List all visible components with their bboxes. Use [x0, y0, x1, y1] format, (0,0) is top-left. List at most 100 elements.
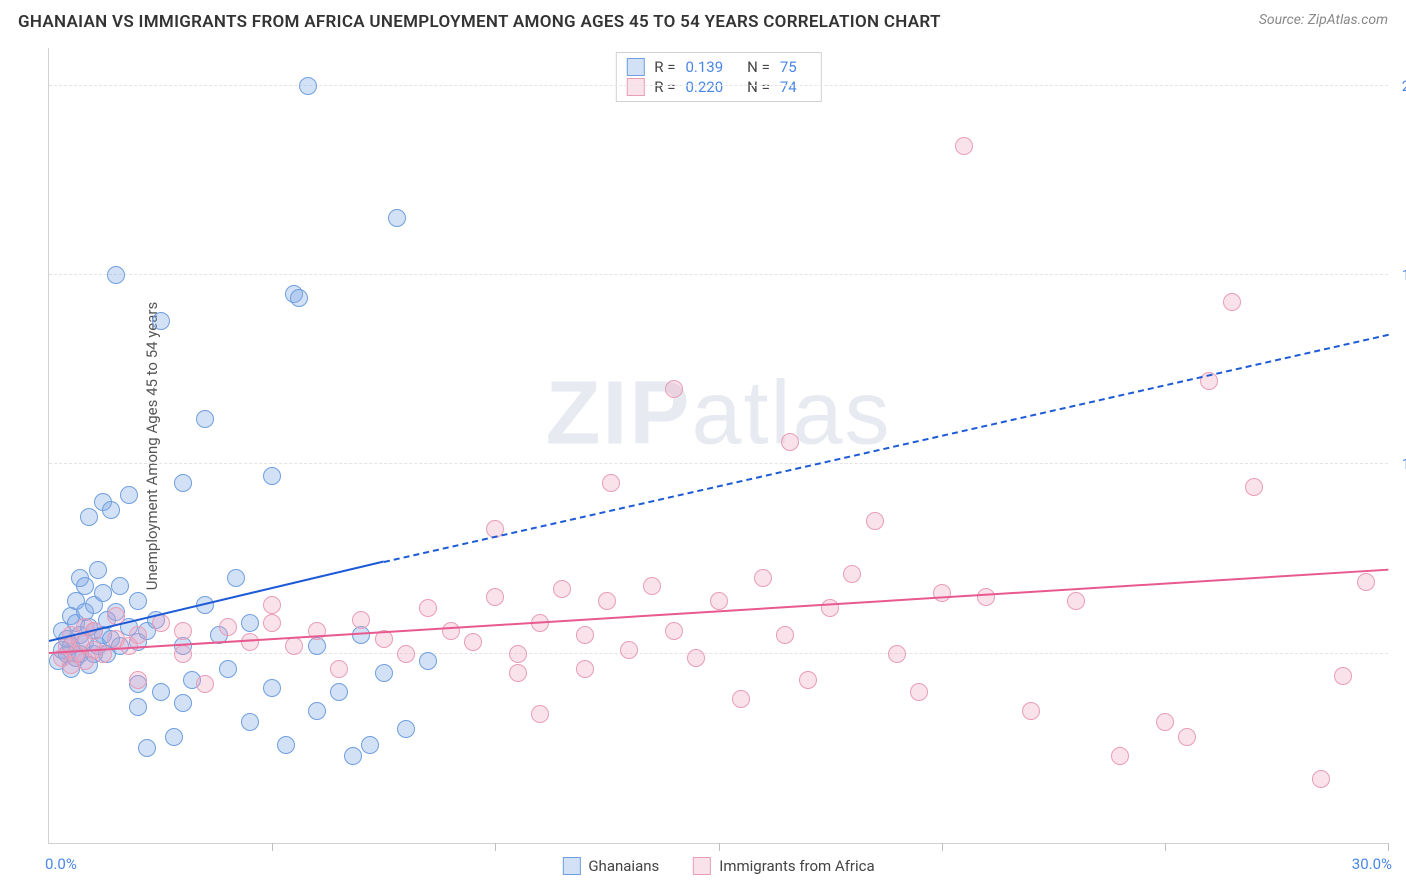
data-point: [1067, 592, 1085, 610]
data-point: [290, 289, 308, 307]
data-point: [344, 747, 362, 765]
chart-title: GHANAIAN VS IMMIGRANTS FROM AFRICA UNEMP…: [18, 12, 941, 32]
data-point: [196, 675, 214, 693]
y-tick-label: 20.0%: [1402, 77, 1406, 95]
data-point: [799, 671, 817, 689]
data-point: [710, 592, 728, 610]
r-label: R =: [654, 78, 675, 96]
data-point: [419, 599, 437, 617]
data-point: [330, 683, 348, 701]
data-point: [1022, 702, 1040, 720]
legend-label-b: Immigrants from Africa: [719, 857, 874, 875]
data-point: [129, 698, 147, 716]
data-point: [80, 508, 98, 526]
data-point: [977, 588, 995, 606]
x-origin-label: 0.0%: [45, 855, 77, 873]
n-value-b: 74: [780, 78, 797, 96]
data-point: [1245, 478, 1263, 496]
stats-row-a: R = 0.139 N = 75: [626, 57, 810, 77]
data-point: [602, 474, 620, 492]
data-point: [464, 633, 482, 651]
data-point: [174, 622, 192, 640]
data-point: [174, 474, 192, 492]
data-point: [553, 580, 571, 598]
data-point: [352, 611, 370, 629]
data-point: [888, 645, 906, 663]
gridline: [49, 85, 1388, 86]
data-point: [219, 618, 237, 636]
trend-line: [49, 568, 1388, 653]
r-label: R =: [654, 58, 675, 76]
swatch-a: [626, 58, 644, 76]
legend-label-a: Ghanaians: [588, 857, 659, 875]
r-value-b: 0.220: [685, 78, 723, 96]
data-point: [866, 512, 884, 530]
data-point: [129, 592, 147, 610]
data-point: [152, 614, 170, 632]
data-point: [955, 137, 973, 155]
data-point: [152, 312, 170, 330]
data-point: [76, 577, 94, 595]
data-point: [754, 569, 772, 587]
legend-item-a: Ghanaians: [562, 857, 659, 875]
swatch-a: [562, 857, 580, 875]
data-point: [776, 626, 794, 644]
data-point: [152, 683, 170, 701]
x-tick: [1388, 843, 1389, 851]
n-label: N =: [747, 78, 770, 96]
data-point: [397, 645, 415, 663]
data-point: [165, 728, 183, 746]
data-point: [241, 633, 259, 651]
series-legend: Ghanaians Immigrants from Africa: [562, 857, 874, 875]
data-point: [263, 614, 281, 632]
y-tick-label: 10.0%: [1402, 455, 1406, 473]
data-point: [174, 645, 192, 663]
data-point: [732, 690, 750, 708]
data-point: [620, 641, 638, 659]
data-point: [781, 433, 799, 451]
data-point: [308, 702, 326, 720]
data-point: [120, 486, 138, 504]
data-point: [263, 679, 281, 697]
source-citation: Source: ZipAtlas.com: [1259, 12, 1388, 28]
data-point: [397, 720, 415, 738]
data-point: [219, 660, 237, 678]
data-point: [263, 596, 281, 614]
data-point: [196, 410, 214, 428]
n-value-a: 75: [780, 58, 797, 76]
data-point: [138, 739, 156, 757]
watermark: ZIPatlas: [545, 362, 891, 465]
stats-row-b: R = 0.220 N = 74: [626, 77, 810, 97]
data-point: [277, 736, 295, 754]
x-tick: [495, 843, 496, 851]
data-point: [102, 501, 120, 519]
data-point: [1223, 293, 1241, 311]
data-point: [687, 649, 705, 667]
x-tick: [1165, 843, 1166, 851]
x-end-label: 30.0%: [1352, 855, 1392, 873]
legend-item-b: Immigrants from Africa: [693, 857, 874, 875]
data-point: [1312, 770, 1330, 788]
data-point: [94, 584, 112, 602]
data-point: [263, 467, 281, 485]
data-point: [843, 565, 861, 583]
data-point: [509, 664, 527, 682]
y-tick-label: 15.0%: [1402, 266, 1406, 284]
data-point: [933, 584, 951, 602]
data-point: [299, 77, 317, 95]
data-point: [1178, 728, 1196, 746]
data-point: [129, 626, 147, 644]
data-point: [531, 705, 549, 723]
r-value-a: 0.139: [685, 58, 723, 76]
data-point: [665, 380, 683, 398]
data-point: [174, 694, 192, 712]
data-point: [1334, 667, 1352, 685]
data-point: [576, 660, 594, 678]
data-point: [129, 671, 147, 689]
data-point: [1156, 713, 1174, 731]
data-point: [375, 664, 393, 682]
gridline: [49, 463, 1388, 464]
x-tick: [942, 843, 943, 851]
data-point: [241, 614, 259, 632]
trend-line: [384, 334, 1389, 563]
